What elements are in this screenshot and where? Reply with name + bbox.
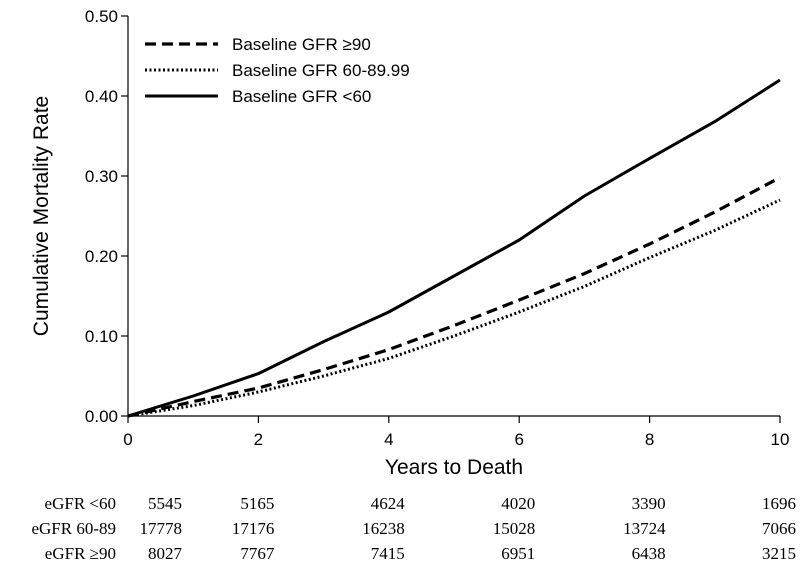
number-at-risk-table: eGFR <60 5545 5165 4624 4020 3390 1696 eGFR 60-…: [0, 494, 801, 570]
risk-cell: 7767: [240, 544, 275, 563]
tick-marks: [121, 15, 781, 423]
legend-label: Baseline GFR <60: [232, 87, 371, 106]
risk-row-label: eGFR ≥90: [44, 544, 116, 563]
legend-label: Baseline GFR ≥90: [232, 35, 371, 54]
risk-cell: 15028: [492, 519, 536, 538]
y-tick-label: 0.10: [85, 327, 118, 346]
risk-cell: 4624: [370, 494, 405, 513]
risk-cell: 17778: [139, 519, 183, 538]
series-line-dashed: [127, 176, 781, 418]
risk-cell: 13724: [623, 519, 666, 538]
y-tick-label: 0.00: [85, 407, 118, 426]
legend-label: Baseline GFR 60-89.99: [232, 61, 410, 80]
risk-cell: 1696: [762, 494, 796, 513]
tick-labels: 0.00 0.10 0.20 0.30 0.40 0.50 0 2 4 6 8 10: [85, 7, 790, 449]
y-tick-label: 0.30: [85, 167, 118, 186]
y-tick-label: 0.50: [85, 7, 118, 26]
risk-cell: 5545: [148, 494, 182, 513]
risk-cell: 6438: [631, 544, 666, 563]
series-line-solid: [127, 78, 781, 418]
risk-cell: 7066: [762, 519, 796, 538]
x-tick-label: 8: [645, 430, 654, 449]
y-axis-label: Cumulative Mortality Rate: [30, 96, 53, 336]
risk-cell: 5165: [240, 494, 275, 513]
risk-row-label: eGFR <60: [44, 494, 116, 513]
risk-cell: 7415: [370, 544, 405, 563]
x-tick-label: 4: [384, 430, 393, 449]
x-tick-label: 6: [514, 430, 523, 449]
x-tick-label: 2: [254, 430, 263, 449]
risk-cell: 8027: [148, 544, 182, 563]
x-tick-label: 0: [123, 430, 132, 449]
y-tick-label: 0.40: [85, 87, 118, 106]
series-lines: [127, 78, 781, 418]
risk-cell: 16238: [362, 519, 405, 538]
risk-cell: 17176: [231, 519, 275, 538]
axes: [127, 16, 780, 417]
mortality-chart: 0.00 0.10 0.20 0.30 0.40 0.50 0 2 4 6 8 10 Baseline…: [30, 7, 790, 479]
x-axis-label: Years to Death: [385, 456, 523, 479]
risk-row-label: eGFR 60-89: [31, 519, 116, 538]
risk-cell: 3215: [762, 544, 796, 563]
risk-cell: 4020: [501, 494, 536, 513]
legend: Baseline GFR ≥90 Baseline GFR 60-89.99 Bas…: [145, 35, 410, 106]
y-tick-label: 0.20: [85, 247, 118, 266]
x-tick-label: 10: [771, 430, 790, 449]
risk-cell: 6951: [501, 544, 536, 563]
risk-cell: 3390: [631, 494, 666, 513]
